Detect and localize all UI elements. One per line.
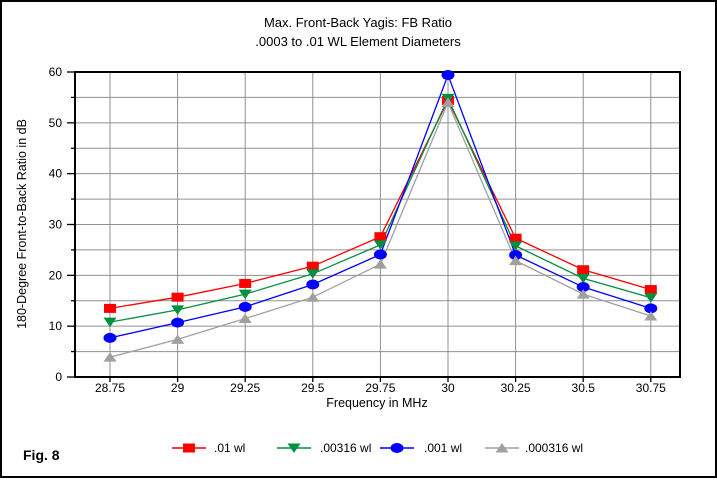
series-marker-triangle-down	[103, 317, 117, 328]
x-axis-tick-label: 29.75	[365, 381, 395, 395]
series-marker-triangle-down	[644, 293, 658, 303]
series-marker-square	[183, 443, 195, 453]
series-marker-triangle-down	[306, 269, 320, 279]
figure-label: Fig. 8	[23, 447, 60, 463]
series-marker-square	[104, 303, 116, 313]
series-marker-circle	[509, 250, 523, 260]
series-marker-triangle-down	[171, 305, 185, 315]
series-marker-circle	[390, 443, 404, 453]
y-axis-title: 180-Degree Front-to-Back Ratio in dB	[15, 119, 29, 329]
y-axis-tick-label: 0	[55, 370, 62, 384]
x-axis-title: Frequency in MHz	[326, 396, 427, 410]
series-marker-circle	[306, 279, 320, 290]
x-axis-tick-label: 28.75	[95, 381, 125, 395]
series-marker-circle	[103, 332, 117, 343]
series-marker-triangle-up	[441, 97, 455, 107]
series-marker-circle	[171, 317, 185, 328]
chart-title: Max. Front-Back Yagis: FB Ratio	[264, 15, 452, 30]
series-marker-circle	[373, 249, 387, 260]
series-marker-triangle-up	[644, 311, 658, 321]
x-axis-tick-label: 29.5	[301, 381, 325, 395]
y-axis-tick-label: 10	[49, 319, 63, 333]
x-axis-tick-label: 30.5	[572, 381, 596, 395]
axis-layer: 0 10 20 30 40 50 60 28.75 29 29.25 29.5 29.75 30 30.2…	[49, 65, 681, 395]
legend-label: .00316 wl	[320, 441, 371, 455]
series-marker-triangle-up	[373, 259, 387, 269]
y-axis-tick-label: 40	[49, 167, 63, 181]
series-marker-square	[306, 261, 319, 271]
series-marker-circle	[238, 301, 252, 312]
x-axis-tick-label: 30	[441, 381, 455, 395]
y-axis-tick-label: 30	[49, 218, 63, 232]
series-marker-triangle-up	[103, 352, 117, 362]
legend-item: .00316 wl	[277, 441, 371, 455]
series-marker-square	[509, 233, 522, 243]
x-axis-tick-label: 30.75	[636, 381, 666, 395]
y-axis-tick-label: 60	[49, 65, 63, 79]
series-marker-triangle-down	[373, 240, 387, 250]
series-marker-square	[644, 285, 657, 295]
series-marker-circle	[441, 70, 455, 81]
series-marker-circle	[644, 303, 658, 314]
series-marker-square	[171, 292, 184, 302]
series-marker-triangle-up	[306, 292, 320, 302]
chart-subtitle: .0003 to .01 WL Element Diameters	[255, 34, 461, 49]
series-marker-triangle-up	[495, 443, 509, 453]
series-marker-triangle-up	[171, 334, 185, 344]
series-marker-triangle-down	[509, 241, 523, 251]
series-marker-triangle-down	[238, 289, 252, 300]
legend: .01 wl .00316 wl .001 wl .000316 wl	[172, 441, 583, 455]
legend-item: .001 wl	[380, 441, 462, 455]
x-axis-tick-label: 29	[171, 381, 185, 395]
x-axis-tick-label: 29.25	[230, 381, 260, 395]
legend-item: .01 wl	[172, 441, 245, 455]
series-marker-triangle-up	[576, 289, 590, 299]
series-marker-square	[374, 232, 387, 242]
series-marker-triangle-up	[238, 313, 252, 324]
x-axis-tick-label: 30.25	[501, 381, 531, 395]
series-marker-square	[577, 265, 590, 275]
legend-label: .000316 wl	[525, 441, 583, 455]
series-marker-triangle-up	[509, 255, 523, 266]
legend-item: .000316 wl	[485, 441, 583, 455]
series-marker-triangle-down	[287, 443, 301, 453]
legend-label: .01 wl	[214, 441, 245, 455]
y-axis-tick-label: 20	[49, 268, 63, 282]
legend-label: .001 wl	[424, 441, 462, 455]
y-axis-tick-label: 50	[49, 116, 63, 130]
series-marker-circle	[576, 282, 590, 293]
series-layer	[103, 70, 658, 362]
series-marker-triangle-down	[576, 273, 590, 284]
series-marker-square	[239, 278, 252, 288]
